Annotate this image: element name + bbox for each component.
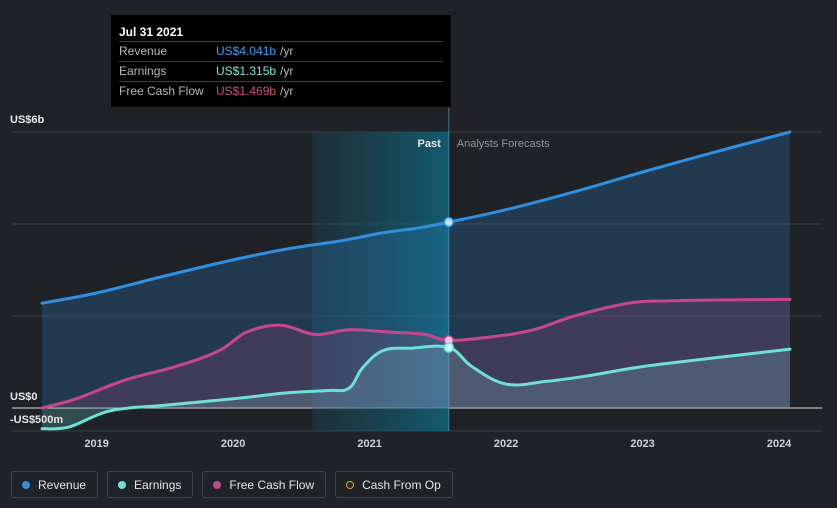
revenue-marker [443, 216, 455, 228]
tooltip-label: Free Cash Flow [119, 84, 204, 98]
tooltip-date: Jul 31 2021 [119, 25, 184, 39]
tooltip-row-earnings: Earnings US$1.315b /yr [119, 61, 443, 81]
past-label: Past [418, 138, 442, 150]
earnings-area [42, 346, 790, 429]
free-cash-flow-area [42, 299, 790, 408]
revenue-dot-icon [22, 480, 30, 489]
earnings-line [40, 344, 792, 431]
earnings-marker [443, 342, 455, 353]
forecast-label: Analysts Forecasts [457, 138, 550, 150]
legend-label: Earnings [134, 477, 182, 492]
legend-item-revenue[interactable]: Revenue [11, 471, 99, 498]
free-cash-flow-dot-icon [213, 480, 222, 489]
tooltip-value: US$1.469b [216, 84, 277, 98]
x-tick-label: 2019 [84, 438, 108, 450]
tooltip-label: Earnings [119, 64, 167, 78]
y-tick-label: US$0 [10, 391, 38, 403]
tooltip-unit: /yr [280, 44, 294, 58]
tooltip-value: US$1.315b [216, 64, 277, 78]
tooltip-unit: /yr [280, 84, 294, 98]
legend-item-free-cash-flow[interactable]: Free Cash Flow [202, 471, 327, 498]
x-tick-label: 2024 [767, 438, 792, 450]
legend-label: Free Cash Flow [229, 477, 315, 492]
y-tick-label: US$6b [10, 114, 45, 126]
legend-item-earnings[interactable]: Earnings [107, 471, 194, 498]
x-tick-label: 2021 [357, 438, 381, 450]
tooltip-row-free-cash-flow: Free Cash Flow US$1.469b /yr [119, 81, 443, 101]
legend-item-cash-from-op[interactable]: Cash From Op [335, 471, 453, 498]
tooltip-row-revenue: Revenue US$4.041b /yr [119, 41, 443, 61]
legend-label: Revenue [38, 477, 87, 492]
revenue-line [40, 130, 792, 305]
data-tooltip: Jul 31 2021 Revenue US$4.041b /yr Earnin… [111, 15, 451, 107]
x-tick-label: 2023 [630, 438, 654, 450]
x-tick-label: 2020 [221, 438, 245, 450]
legend-label: Cash From Op [362, 477, 441, 492]
tooltip-unit: /yr [280, 64, 294, 78]
x-tick-label: 2022 [494, 438, 518, 450]
earnings-dot-icon [118, 480, 127, 489]
cash-from-op-circle-icon [346, 480, 355, 489]
free-cash-flow-line [40, 297, 792, 410]
y-tick-label: -US$500m [10, 414, 63, 426]
chart-legend: Revenue Earnings Free Cash Flow Cash Fro… [11, 471, 453, 498]
past-highlight-band [312, 132, 449, 431]
tooltip-value: US$4.041b [216, 44, 277, 58]
revenue-area [42, 132, 790, 408]
tooltip-label: Revenue [119, 44, 168, 58]
